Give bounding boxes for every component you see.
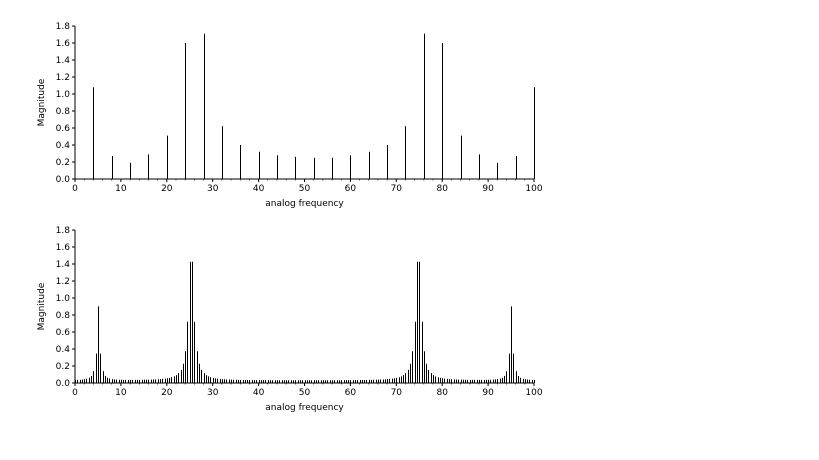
x-tick-label: 40 — [253, 184, 265, 194]
y-tick-label: 1.0 — [56, 294, 71, 304]
y-tick-label: 0.8 — [56, 107, 71, 117]
y-tick-label: 0.4 — [56, 345, 71, 355]
chart-panel-1: 0.0 0.2 0.4 0.6 0.8 1.0 1.2 1.4 1.6 1.8 0 10 20 30 40 5… — [37, 22, 543, 209]
x-tick-label: 0 — [72, 184, 78, 194]
chart-panel-2: 0.0 0.2 0.4 0.6 0.8 1.0 1.2 1.4 1.6 1.8 0 10 20 30 40 5… — [37, 226, 543, 413]
x-tick-label: 90 — [482, 388, 494, 398]
y-tick-label: 0.0 — [56, 175, 71, 185]
y-tick-label: 1.4 — [56, 56, 71, 66]
y-tick-label: 1.8 — [56, 22, 71, 32]
x-tick-label: 100 — [525, 388, 542, 398]
y-tick-label: 1.2 — [56, 73, 70, 83]
y-tick-label: 1.6 — [56, 243, 71, 253]
y-tick-label: 1.0 — [56, 90, 71, 100]
y-tick-label: 1.6 — [56, 39, 71, 49]
x-tick-label: 80 — [436, 388, 448, 398]
x-tick-label: 20 — [161, 388, 173, 398]
x-tick-label: 30 — [207, 184, 219, 194]
x-tick-label: 0 — [72, 388, 78, 398]
x-tick-label: 60 — [345, 388, 357, 398]
y-tick-label: 0.4 — [56, 141, 71, 151]
y-tick-label: 0.6 — [56, 328, 71, 338]
y-tick-label: 1.2 — [56, 277, 70, 287]
x-tick-label: 50 — [299, 388, 311, 398]
y-axis-title: Magnitude — [37, 282, 47, 330]
x-tick-label: 40 — [253, 388, 265, 398]
x-tick-label: 90 — [482, 184, 494, 194]
x-tick-label: 10 — [115, 184, 127, 194]
x-axis-title: analog frequency — [265, 403, 344, 413]
x-tick-label: 60 — [345, 184, 357, 194]
x-tick-label: 80 — [436, 184, 448, 194]
x-axis-title: analog frequency — [265, 199, 344, 209]
x-tick-label: 100 — [525, 184, 542, 194]
x-tick-label: 70 — [391, 184, 403, 194]
y-tick-label: 0.0 — [56, 379, 71, 389]
x-tick-label: 70 — [391, 388, 403, 398]
y-tick-label: 1.8 — [56, 226, 71, 236]
y-tick-label: 1.4 — [56, 260, 71, 270]
y-tick-label: 0.8 — [56, 311, 71, 321]
y-tick-label: 0.6 — [56, 124, 71, 134]
x-tick-label: 10 — [115, 388, 127, 398]
y-axis-title: Magnitude — [37, 78, 47, 126]
y-tick-label: 0.2 — [56, 158, 70, 168]
x-tick-label: 20 — [161, 184, 173, 194]
x-tick-label: 30 — [207, 388, 219, 398]
x-tick-label: 50 — [299, 184, 311, 194]
y-tick-label: 0.2 — [56, 362, 70, 372]
